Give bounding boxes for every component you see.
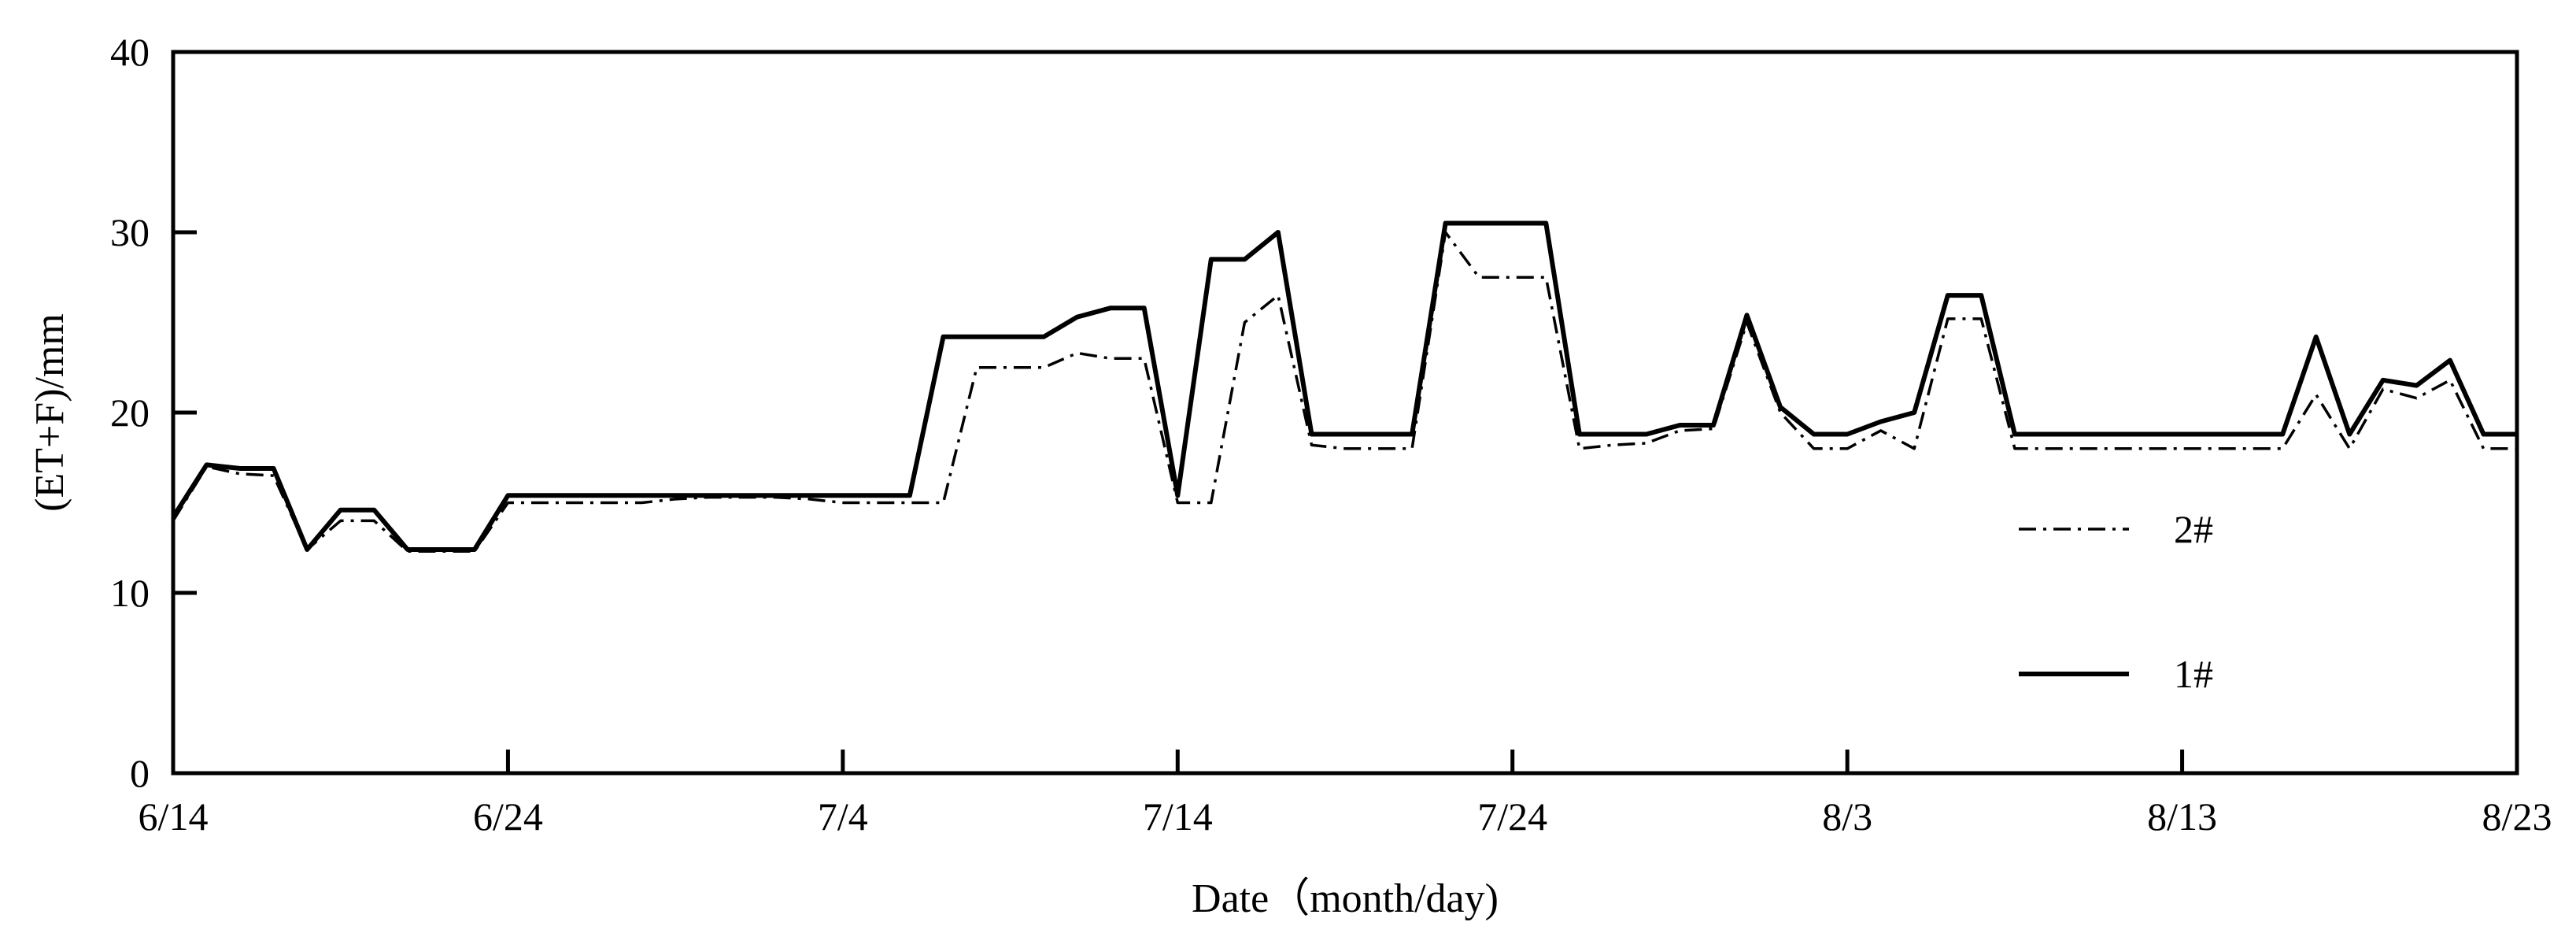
- x-tick-label: 8/3: [1822, 794, 1872, 839]
- x-tick-label: 7/4: [818, 794, 868, 839]
- axis-ticks: 6/14 6/24 7/4 7/14 7/24 8/3 8/13 8/23 0 10 20 30 40: [110, 30, 2552, 839]
- y-tick-label: 0: [130, 751, 150, 795]
- series-layer: [171, 220, 2517, 554]
- legend-label-1: 1#: [2174, 652, 2213, 696]
- y-tick-label: 40: [110, 30, 150, 74]
- series-line-1: [171, 220, 2517, 552]
- x-tick-label: 8/23: [2482, 794, 2552, 839]
- y-axis-title: (ET+F)/mm: [28, 313, 72, 512]
- x-tick-label: 7/24: [1477, 794, 1547, 839]
- y-tick-label: 10: [110, 571, 150, 615]
- x-tick-label: 6/14: [139, 794, 209, 839]
- y-tick-label: 30: [110, 210, 150, 254]
- x-tick-label: 7/14: [1143, 794, 1213, 839]
- x-tick-label: 8/13: [2147, 794, 2217, 839]
- x-tick-label: 6/24: [473, 794, 543, 839]
- y-tick-label: 20: [110, 391, 150, 435]
- legend-label-2: 2#: [2174, 507, 2213, 551]
- legend: 2# 1#: [2019, 507, 2213, 696]
- x-axis-title: Date（month/day): [1192, 876, 1499, 921]
- plot-area-frame: [171, 50, 2519, 776]
- series-line-2: [172, 231, 2517, 554]
